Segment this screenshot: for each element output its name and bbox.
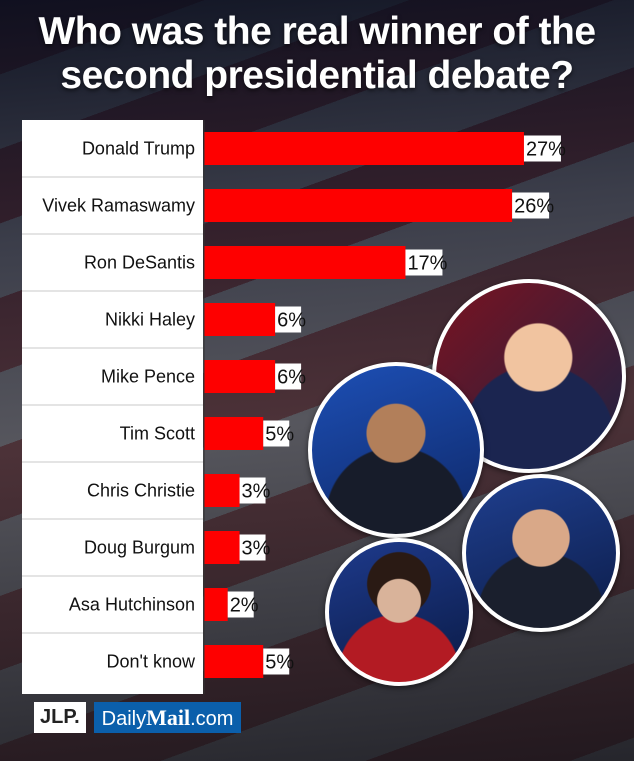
bar: [204, 132, 524, 165]
title-line-2: second presidential debate?: [60, 54, 574, 97]
category-label: Vivek Ramaswamy: [42, 196, 195, 216]
value-label: 3%: [242, 538, 271, 560]
bar: [204, 303, 276, 336]
chart-title: Who was the real winner of the second pr…: [0, 10, 634, 98]
category-label: Don't know: [107, 652, 196, 672]
value-label-bg: [239, 477, 266, 504]
value-label: 2%: [230, 595, 259, 617]
category-label: Tim Scott: [120, 424, 195, 444]
value-label: 6%: [277, 310, 306, 332]
value-label-bg: [239, 534, 266, 561]
bar: [204, 246, 406, 279]
category-label: Doug Burgum: [84, 538, 195, 558]
bar: [204, 531, 240, 564]
nikki-haley-photo: [325, 538, 473, 686]
value-label: 17%: [407, 253, 447, 275]
bar: [204, 360, 276, 393]
value-label: 5%: [265, 424, 294, 446]
value-label-bg: [405, 249, 443, 276]
category-label: Asa Hutchinson: [69, 595, 195, 615]
category-label: Nikki Haley: [105, 310, 195, 330]
label-panel: [22, 120, 203, 694]
value-label: 6%: [277, 367, 306, 389]
title-line-1: Who was the real winner of the: [38, 10, 596, 53]
value-label-bg: [512, 192, 550, 219]
value-label: 27%: [526, 139, 566, 161]
source-logos: JLP. DailyMail.com: [34, 702, 242, 733]
value-label-bg: [523, 135, 561, 162]
value-label-bg: [275, 306, 302, 333]
value-label: 5%: [265, 652, 294, 674]
ron-desantis-photo: [462, 474, 620, 632]
bar: [204, 645, 264, 678]
category-label: Ron DeSantis: [84, 253, 195, 273]
value-label-bg: [275, 363, 302, 390]
value-label-bg: [263, 420, 290, 447]
bar: [204, 189, 513, 222]
bar: [204, 588, 228, 621]
dailymail-logo: DailyMail.com: [93, 702, 242, 733]
category-label: Chris Christie: [87, 481, 195, 501]
category-label: Mike Pence: [101, 367, 195, 387]
vivek-ramaswamy-photo: [308, 362, 484, 538]
value-label-bg: [227, 591, 254, 618]
value-label-bg: [263, 648, 290, 675]
jlp-logo: JLP.: [34, 702, 86, 733]
value-label: 26%: [514, 196, 554, 218]
category-label: Donald Trump: [82, 139, 195, 159]
value-label: 3%: [242, 481, 271, 503]
bar: [204, 474, 240, 507]
bar: [204, 417, 264, 450]
